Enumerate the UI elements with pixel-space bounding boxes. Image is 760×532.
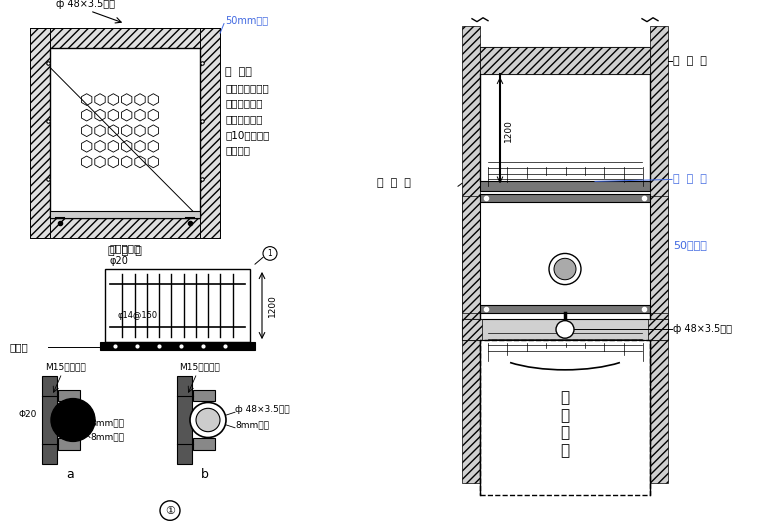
Circle shape xyxy=(554,259,576,280)
Bar xyxy=(462,319,668,340)
Circle shape xyxy=(196,408,220,431)
Text: 50厚木板: 50厚木板 xyxy=(673,240,707,250)
Text: 1200: 1200 xyxy=(504,119,513,142)
Bar xyxy=(42,376,57,464)
Bar xyxy=(480,305,650,313)
Bar xyxy=(480,181,650,191)
Bar xyxy=(462,26,480,483)
Circle shape xyxy=(549,253,581,285)
Text: M15膨胀螺栓: M15膨胀螺栓 xyxy=(45,362,85,371)
Circle shape xyxy=(556,321,574,338)
Text: 8mm钢板: 8mm钢板 xyxy=(235,421,269,430)
Text: 在墙上预留孔，: 在墙上预留孔， xyxy=(225,83,269,93)
Text: 施  工  层: 施 工 层 xyxy=(673,56,707,65)
Bar xyxy=(177,376,192,464)
Bar xyxy=(650,26,668,483)
Text: 钢筋铁栅门: 钢筋铁栅门 xyxy=(110,244,141,253)
Bar xyxy=(58,390,80,402)
Circle shape xyxy=(160,501,180,520)
Bar xyxy=(462,319,482,340)
Text: 说  明：: 说 明： xyxy=(225,68,252,78)
Text: 每二层（不大: 每二层（不大 xyxy=(225,114,262,124)
Text: 8mm钢板: 8mm钢板 xyxy=(90,433,124,442)
Circle shape xyxy=(190,403,226,437)
Bar xyxy=(105,269,250,342)
Bar xyxy=(200,28,220,238)
Text: 8mm钢板: 8mm钢板 xyxy=(90,418,124,427)
Text: 50mm间隙: 50mm间隙 xyxy=(225,15,268,26)
Bar xyxy=(193,438,215,450)
Bar xyxy=(58,438,80,450)
Text: ф 48×3.5钢管: ф 48×3.5钢管 xyxy=(55,0,115,9)
Text: φ20: φ20 xyxy=(110,256,129,266)
Text: ф 48×3.5钢管: ф 48×3.5钢管 xyxy=(673,325,732,335)
Bar xyxy=(50,48,200,218)
Text: φ14@150: φ14@150 xyxy=(117,311,157,320)
Text: 防  护  门: 防 护 门 xyxy=(108,246,142,256)
Text: 梯: 梯 xyxy=(560,408,569,423)
Bar xyxy=(648,319,668,340)
Bar xyxy=(30,28,50,238)
Bar xyxy=(30,218,220,238)
Bar xyxy=(480,47,650,74)
Text: M15膨胀螺栓: M15膨胀螺栓 xyxy=(179,362,220,371)
Text: ①: ① xyxy=(165,505,175,516)
Bar xyxy=(650,196,668,313)
Text: 穿脚手架管；: 穿脚手架管； xyxy=(225,98,262,109)
Text: 电: 电 xyxy=(560,390,569,405)
Text: Φ20: Φ20 xyxy=(19,410,37,419)
Text: 道安全网: 道安全网 xyxy=(225,145,250,155)
Bar xyxy=(30,28,220,48)
Bar xyxy=(193,390,215,402)
Text: 井: 井 xyxy=(560,426,569,440)
Text: 安  全  网: 安 全 网 xyxy=(673,174,707,185)
Text: 1: 1 xyxy=(268,249,272,258)
Circle shape xyxy=(263,247,277,260)
Bar xyxy=(50,211,200,218)
Bar xyxy=(462,196,480,313)
Text: 踢脚板: 踢脚板 xyxy=(10,342,29,352)
Text: b: b xyxy=(201,469,209,481)
Bar xyxy=(480,47,650,74)
Bar xyxy=(480,340,650,495)
Circle shape xyxy=(51,398,95,442)
Text: a: a xyxy=(66,469,74,481)
Text: 防  护  门: 防 护 门 xyxy=(377,178,411,188)
Text: 1200: 1200 xyxy=(268,294,277,317)
Bar xyxy=(100,342,255,350)
Text: 于10米）设一: 于10米）设一 xyxy=(225,130,269,140)
Text: 坑: 坑 xyxy=(560,443,569,458)
Text: ф 48×3.5钢管: ф 48×3.5钢管 xyxy=(235,405,290,414)
Bar xyxy=(480,194,650,202)
